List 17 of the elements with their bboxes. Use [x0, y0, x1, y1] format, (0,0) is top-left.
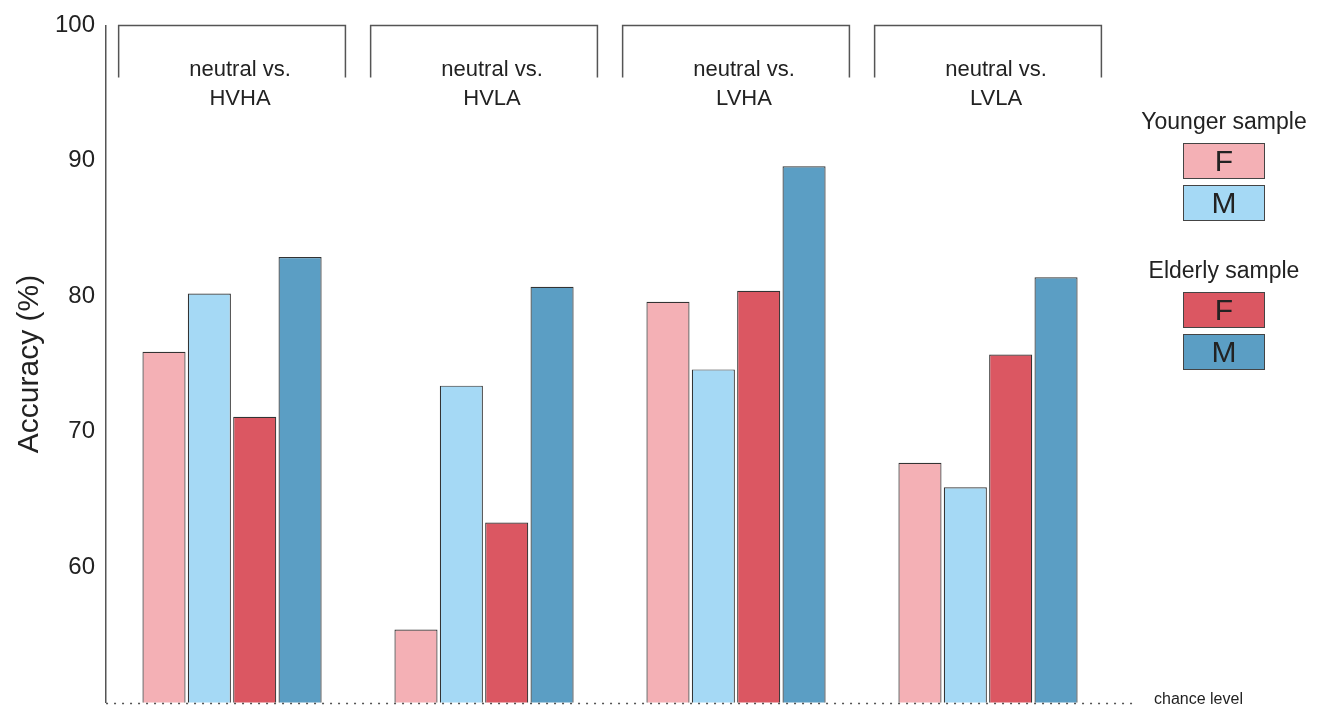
y-tick-label: 100: [55, 10, 96, 38]
text: M: [1183, 185, 1265, 221]
text: Elderly sample: [1148, 257, 1300, 284]
y-axis-title: Accuracy (%): [11, 274, 45, 454]
text: F: [1183, 292, 1265, 328]
x-tick-label: neutral vs. LVLA: [945, 56, 1047, 111]
x-tick-label: neutral vs. LVHA: [693, 56, 795, 111]
x-tick-label: neutral vs. HVLA: [441, 56, 543, 111]
text: F: [1183, 143, 1265, 179]
ref-line-label: chance level: [1154, 690, 1243, 708]
y-tick-label: 70: [68, 416, 96, 444]
text: Younger sample: [1141, 108, 1307, 135]
y-tick-label: 90: [68, 145, 96, 173]
x-tick-label: neutral vs. HVHA: [189, 56, 291, 111]
y-tick-label: 60: [68, 551, 96, 579]
y-tick-label: 80: [68, 280, 96, 308]
text: M: [1183, 334, 1265, 370]
